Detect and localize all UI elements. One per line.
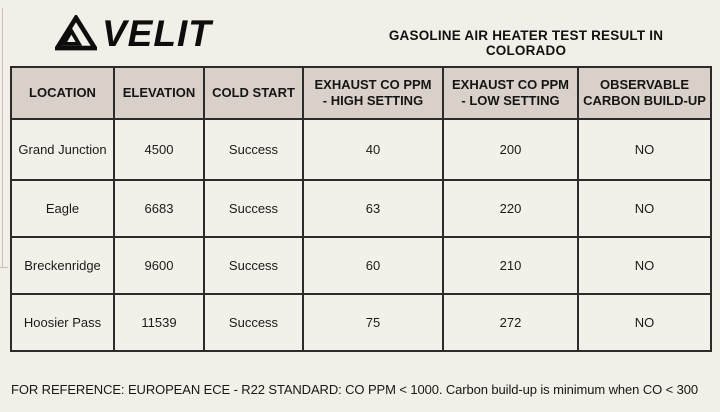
cell-location: Hoosier Pass: [10, 293, 115, 352]
cell-cold-start: Success: [203, 293, 304, 352]
cell-carbon: NO: [577, 293, 712, 352]
cell-location: Eagle: [10, 179, 115, 238]
table-row: Grand Junction 4500 Success 40 200 NO: [10, 118, 712, 181]
page-title: GASOLINE AIR HEATER TEST RESULT IN COLOR…: [388, 28, 664, 58]
column-header-location: LOCATION: [10, 66, 115, 120]
cell-co-low: 272: [442, 293, 579, 352]
header-line: COLD START: [212, 84, 295, 100]
column-header-cold-start: COLD START: [203, 66, 304, 120]
column-header-carbon: OBSERVABLE CARBON BUILD-UP: [577, 66, 712, 120]
cell-elevation: 4500: [113, 118, 205, 181]
table-row: Breckenridge 9600 Success 60 210 NO: [10, 236, 712, 295]
brand-logo: VELIT: [55, 11, 218, 55]
reference-note: FOR REFERENCE: EUROPEAN ECE - R22 STANDA…: [11, 382, 699, 397]
cell-cold-start: Success: [203, 236, 304, 295]
column-header-co-high: EXHAUST CO PPM - HIGH SETTING: [302, 66, 444, 120]
header-line: - LOW SETTING: [461, 93, 560, 108]
cell-location: Grand Junction: [10, 118, 115, 181]
table-row: Eagle 6683 Success 63 220 NO: [10, 179, 712, 238]
cell-co-high: 60: [302, 236, 444, 295]
cell-co-low: 220: [442, 179, 579, 238]
header-line: - HIGH SETTING: [322, 93, 424, 108]
header-line: CARBON BUILD-UP: [583, 93, 706, 108]
brand-name: VELIT: [102, 12, 212, 54]
column-header-elevation: ELEVATION: [113, 66, 205, 120]
cell-carbon: NO: [577, 236, 712, 295]
cell-carbon: NO: [577, 179, 712, 238]
cell-cold-start: Success: [203, 118, 304, 181]
header-line: LOCATION: [29, 84, 96, 100]
cell-elevation: 6683: [113, 179, 205, 238]
header-line: ELEVATION: [122, 84, 196, 100]
cell-co-high: 40: [302, 118, 444, 181]
cell-carbon: NO: [577, 118, 712, 181]
test-results-table: LOCATION ELEVATION COLD START EXHAUST CO…: [10, 66, 712, 352]
header-line: EXHAUST CO PPM: [314, 76, 432, 92]
cell-elevation: 9600: [113, 236, 205, 295]
cell-co-low: 210: [442, 236, 579, 295]
cell-cold-start: Success: [203, 179, 304, 238]
column-header-co-low: EXHAUST CO PPM - LOW SETTING: [442, 66, 579, 120]
cell-co-high: 75: [302, 293, 444, 352]
table-row: Hoosier Pass 11539 Success 75 272 NO: [10, 293, 712, 352]
cell-co-high: 63: [302, 179, 444, 238]
cell-location: Breckenridge: [10, 236, 115, 295]
cell-elevation: 11539: [113, 293, 205, 352]
header-line: EXHAUST CO PPM: [451, 76, 569, 92]
header-line: OBSERVABLE: [599, 76, 690, 92]
page-edge-artifact: [0, 8, 8, 268]
cell-co-low: 200: [442, 118, 579, 181]
triangle-mountain-icon: [55, 15, 97, 51]
header-row: LOCATION ELEVATION COLD START EXHAUST CO…: [10, 66, 712, 120]
